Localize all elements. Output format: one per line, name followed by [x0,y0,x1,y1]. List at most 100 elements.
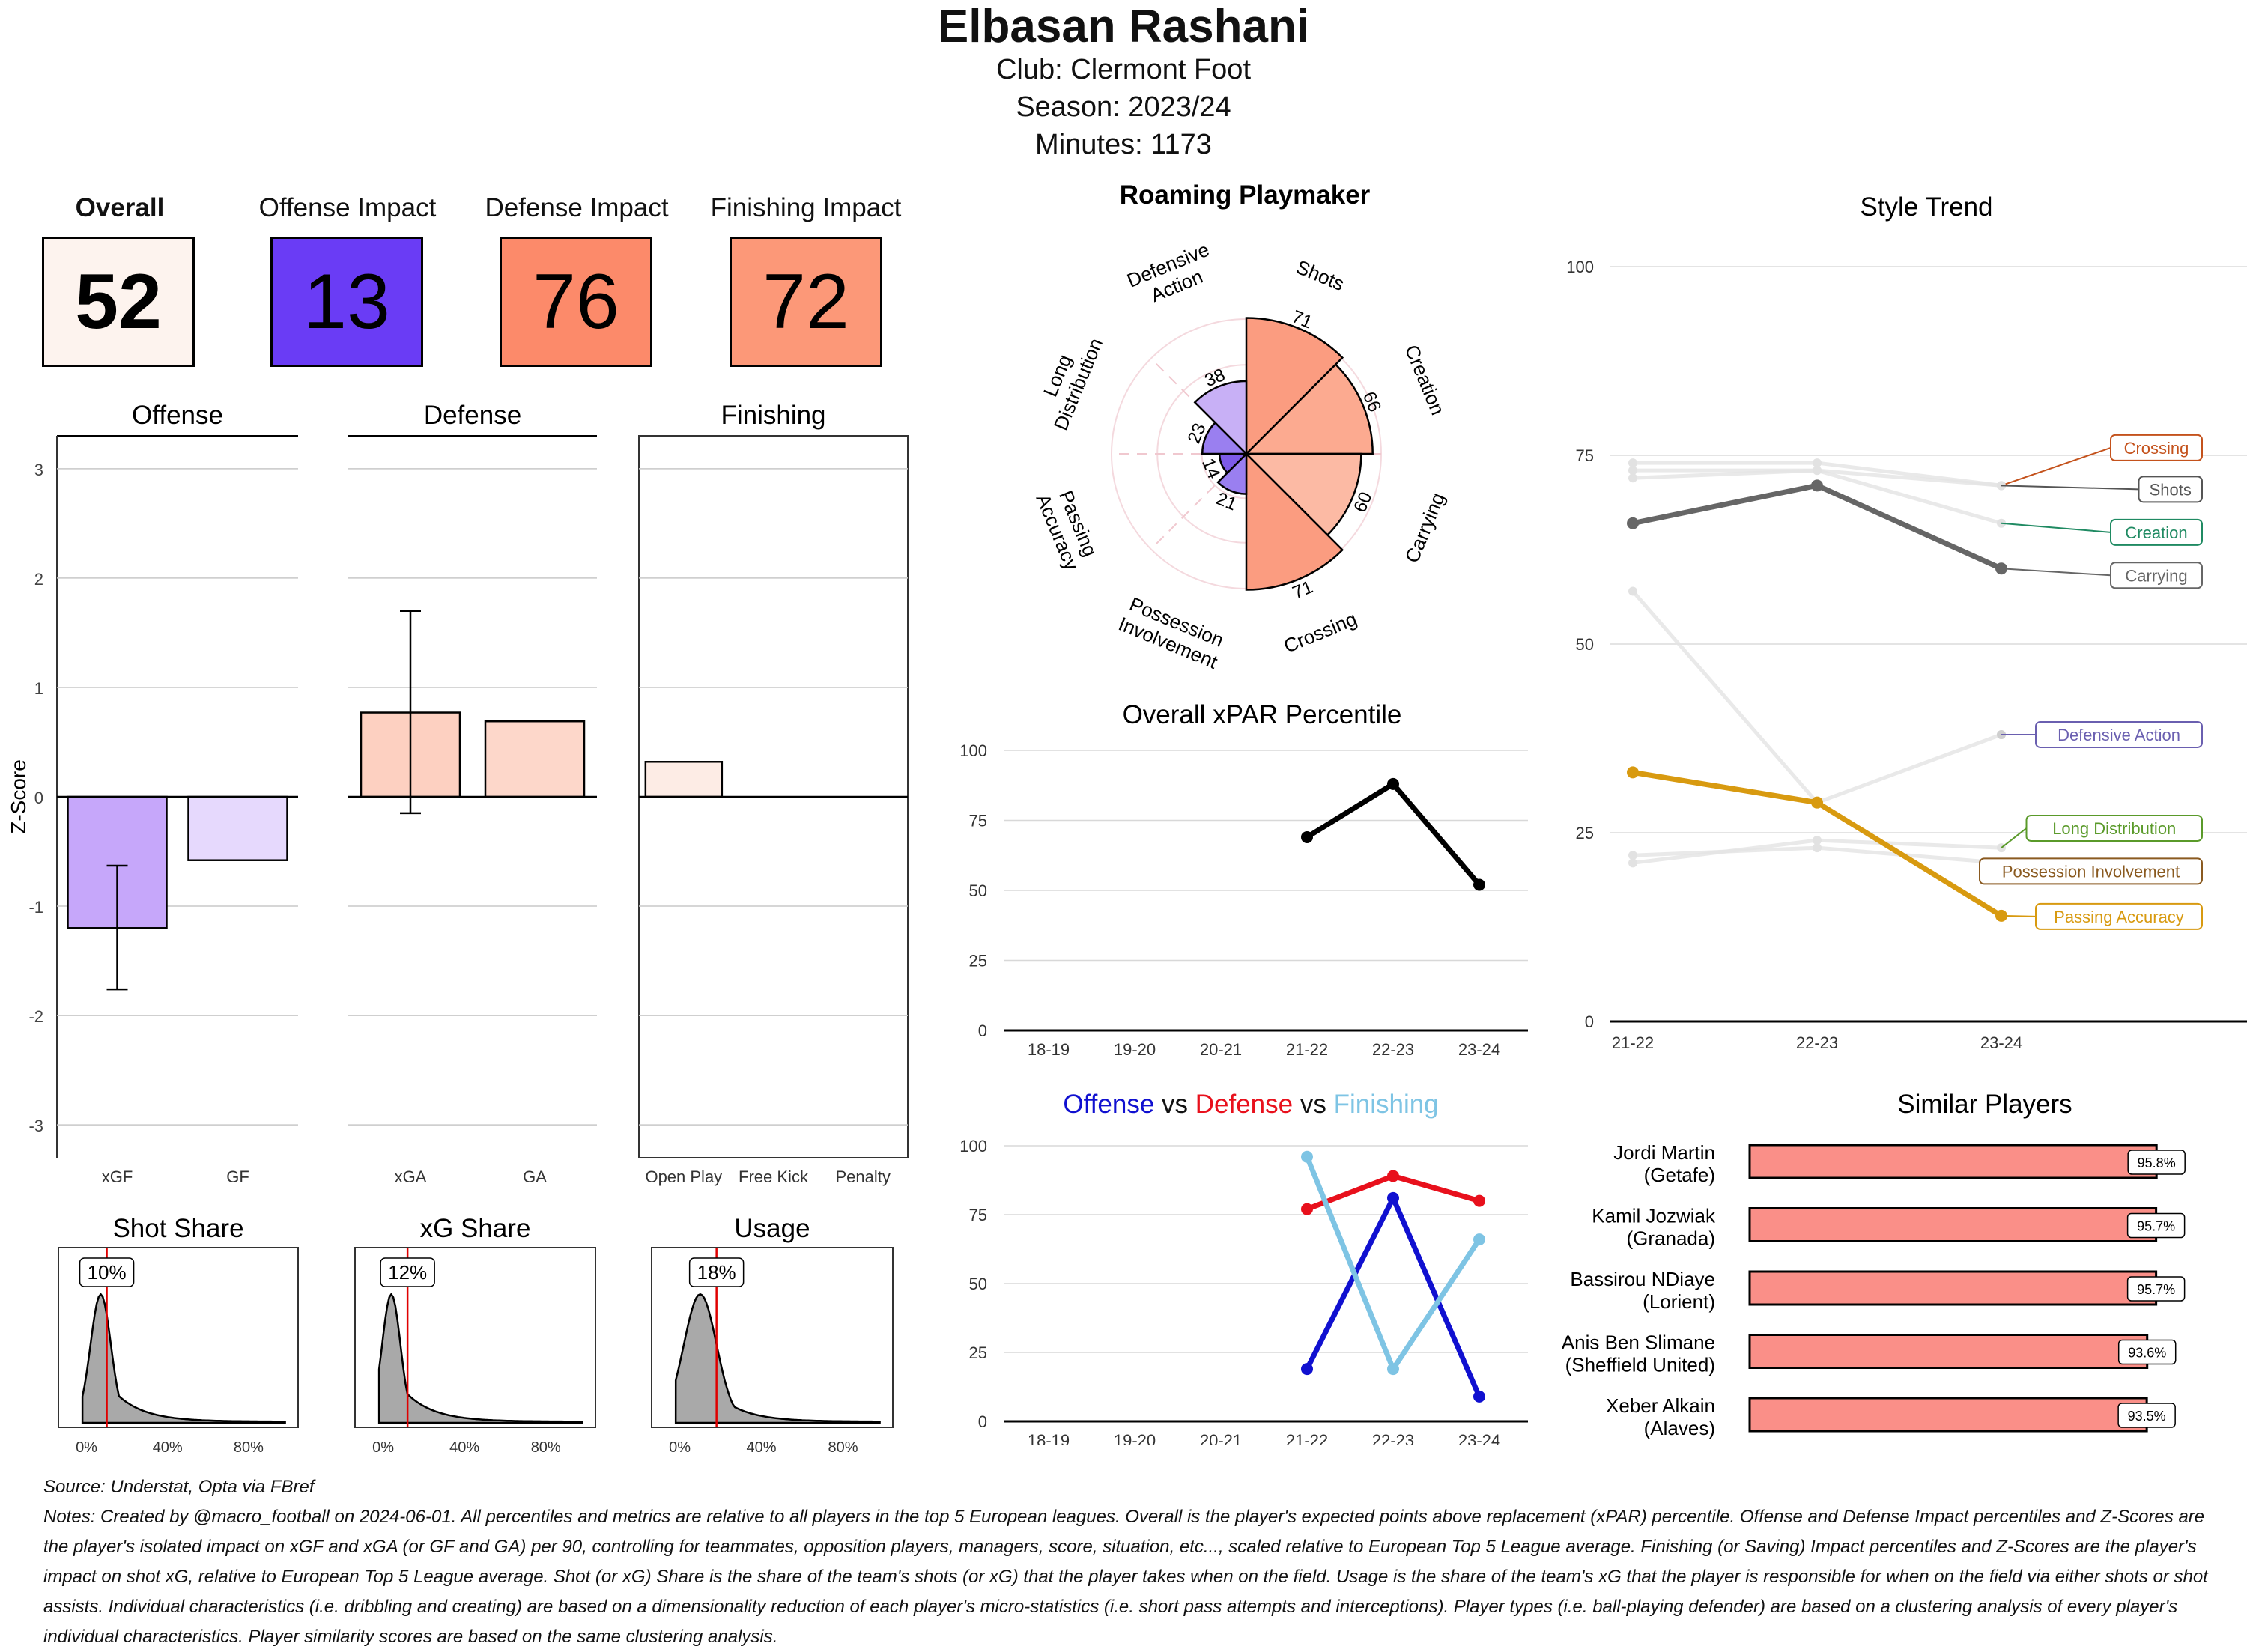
series-line [1306,781,1482,887]
series-label-box [2110,434,2203,461]
density-area [674,1293,881,1424]
card-label-overall: Overall [75,193,165,222]
x-tick-label: 0% [372,1439,394,1453]
similarity-bar [1748,1397,2148,1433]
x-tick-label: 20-21 [1200,1431,1242,1445]
radar-axis-label: DefensiveAction [1124,238,1221,313]
series-label-box [2110,562,2203,589]
data-point [1301,830,1313,843]
player-club-label: (Getafe) [1644,1164,1715,1186]
x-tick-label: Penalty [835,1167,890,1186]
value-badge [380,1257,435,1287]
y-tick-label: 25 [1576,824,1594,842]
series-label-box [1979,857,2203,885]
series-label-box [2138,476,2203,503]
x-tick-label: GA [523,1167,547,1186]
panel-title: Finishing [721,401,825,430]
x-tick-label: 0% [76,1439,97,1453]
x-tick-label: 40% [747,1439,777,1453]
data-point [1387,1191,1399,1204]
similarity-badge [2126,1212,2186,1239]
radar-title: Roaming Playmaker [1120,180,1371,210]
y-tick-label: 0 [978,1021,987,1040]
data-point [1627,766,1639,779]
radar-bar [1245,451,1344,591]
card-label-defense: Defense Impact [485,193,669,222]
label-connector [2001,446,2111,487]
style-title: Style Trend [1860,192,1992,222]
dist-title: Shot Share [112,1214,243,1243]
y-tick-label: -3 [28,1117,43,1135]
methodology-note: Notes: Created by @macro_football on 202… [43,1507,2208,1647]
label-connector [2001,914,2037,917]
player-name-label: Jordi Martin [1613,1141,1715,1164]
style-line [1631,589,2002,805]
radar-bar [1216,451,1248,495]
x-tick-label: 40% [449,1439,479,1453]
data-point [1811,479,1823,492]
label-connector [2001,568,2111,577]
x-tick-label: 23-24 [1980,1033,2022,1052]
y-tick-label: 100 [959,741,987,760]
data-point [1628,466,1637,476]
data-point [1627,517,1639,529]
radar-axis-label: PossessionInvolvement [1115,592,1230,673]
y-tick-label: 100 [1566,258,1594,276]
series-label: Defensive Action [2058,726,2180,744]
finishing-impact-card: 72 [730,237,882,367]
value-label: 18% [697,1261,736,1284]
y-axis-label: Z-Score [7,759,30,834]
data-point [1387,1170,1399,1182]
x-tick-label: xGA [395,1167,427,1186]
data-point [1387,1363,1399,1376]
data-point [1813,836,1822,845]
y-tick-label: 50 [969,881,987,900]
player-name-label: Xeber Alkain [1606,1394,1715,1417]
radar-axis-label: Carrying [1401,490,1449,566]
similarity-bar [1748,1207,2158,1242]
xpar-title: Overall xPAR Percentile [1123,700,1402,729]
x-tick-label: 23-24 [1458,1431,1500,1445]
xpar-chart: 0 25 50 75 100 18-19 19-20 20-21 21-22 22-23 23-24… [959,700,1528,1059]
series-label-box [2035,902,2203,930]
player-name-label: Bassirou NDiaye [1570,1268,1715,1290]
x-tick-label: 18-19 [1028,1431,1070,1445]
similarity-badge [2127,1150,2186,1175]
similarity-label: 95.7% [2137,1282,2175,1297]
offense-defense-finishing-chart: 0 25 50 75 100 18-19 19-20 20-21 21-22 22-23 23-24… [959,1090,1528,1445]
data-point [1473,878,1485,891]
player-club-label: (Alaves) [1644,1417,1715,1439]
data-point [1301,1203,1313,1215]
data-point [1628,858,1637,868]
y-tick-label: 0 [1585,1012,1594,1031]
offense-impact-card: 13 [270,237,423,367]
card-label-offense: Offense Impact [258,193,437,222]
series-label: Shots [2150,480,2192,499]
overall-card: 52 [42,237,195,367]
data-point [1301,1363,1313,1376]
data-point [1628,851,1637,860]
x-tick-label: 21-22 [1286,1040,1328,1059]
radar-axis-label: LongDistribution [1028,327,1107,434]
panel-title: Defense [424,401,521,430]
y-tick-label: 75 [969,812,987,830]
x-tick-label: 80% [828,1439,858,1453]
player-name-label: Kamil Jozwiak [1592,1205,1716,1227]
x-tick-label: Free Kick [739,1167,809,1186]
series-label: Possession Involvement [2002,862,2180,881]
zscore-chart: Z-Score 3 2 1 0 -1 -2 -3 Offense xGF GF Defense xGA G… [7,401,909,1186]
value-badge [79,1257,135,1287]
value-label: 10% [88,1261,127,1284]
x-tick-label: Open Play [645,1167,722,1186]
radar-axis-label: PassingAccuracy [1031,482,1103,574]
player-name: Elbasan Rashani [937,1,1310,52]
player-club-label: (Lorient) [1643,1290,1715,1313]
similar-players-chart: Similar Players Jordi Martin(Getafe) 95.8%… [1562,1090,2186,1439]
similar-title: Similar Players [1897,1090,2072,1119]
data-point [1813,466,1822,476]
similarity-badge [2126,1276,2186,1302]
dist-title: Usage [734,1214,810,1243]
data-point [1628,458,1637,468]
similarity-label: 93.5% [2128,1409,2166,1424]
data-point [1628,473,1637,483]
